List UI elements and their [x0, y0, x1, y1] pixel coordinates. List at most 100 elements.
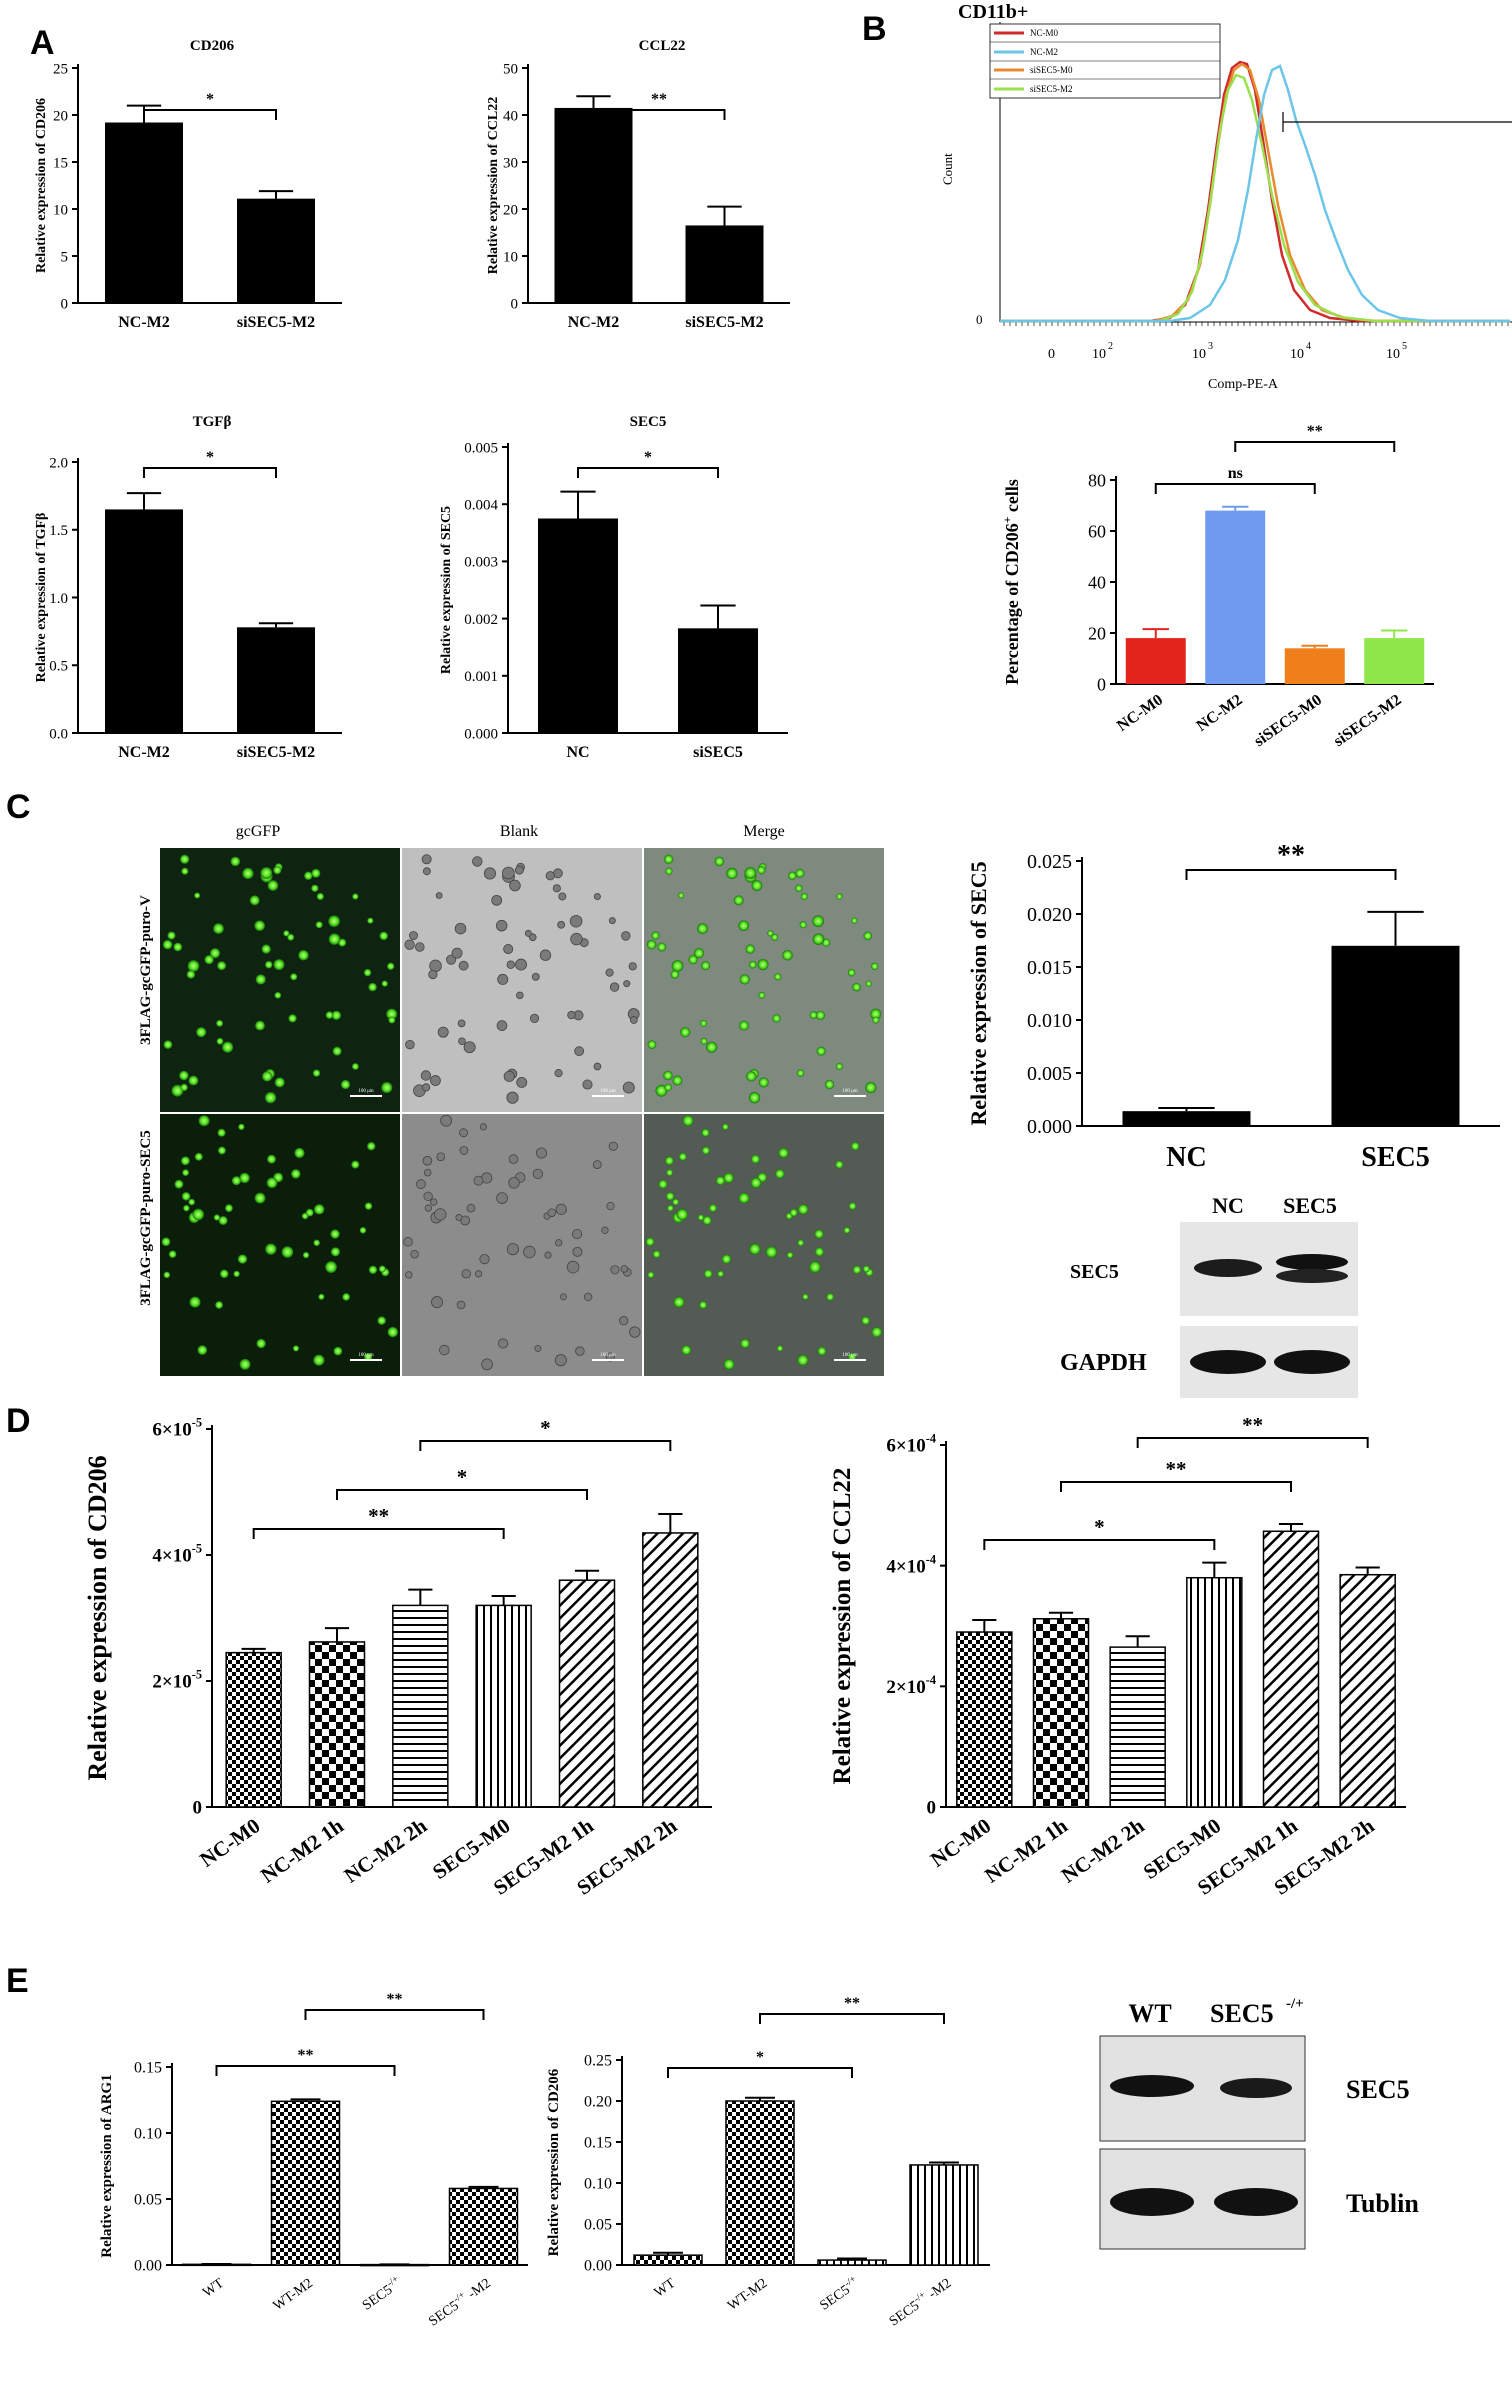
flow-x-tick-1-base: 10	[1092, 347, 1106, 362]
bar	[725, 2100, 795, 2266]
gfp-cell	[381, 980, 388, 987]
y-tick-label: 0.5	[49, 659, 68, 675]
merge-cell	[758, 991, 766, 999]
brightfield-cell	[479, 1123, 487, 1131]
brightfield-cell	[491, 894, 503, 906]
brightfield-cell	[496, 1020, 508, 1031]
significance-label: ns	[1228, 465, 1243, 482]
merge-cell	[809, 1011, 818, 1019]
micro-cells	[161, 854, 883, 1371]
merge-cell	[772, 1014, 781, 1023]
significance-label: *	[1094, 1515, 1105, 1539]
merge-cell	[782, 949, 793, 961]
y-tick-label: 20	[1088, 623, 1106, 643]
flow-x-tick-label-2: 10 3	[1192, 341, 1213, 362]
gfp-cell	[264, 960, 273, 969]
significance-label: *	[540, 1416, 551, 1440]
y-tick-exp: -5	[192, 1416, 202, 1430]
brightfield-cell	[404, 939, 415, 950]
y-tick-label: 0.005	[1027, 1063, 1072, 1085]
y-tick-label: 2×10-5	[152, 1668, 202, 1693]
merge-cell	[814, 1247, 825, 1257]
brightfield-cell	[554, 1069, 563, 1078]
y-axis-label: Relative expression of SEC5	[439, 506, 454, 674]
micro-scale-bars: 100 μm 100 μm 100 μm 100 μm 100 μm 100 μ…	[350, 1089, 866, 1361]
brightfield-cell	[516, 1076, 528, 1088]
gfp-cell	[261, 944, 271, 954]
significance-label: *	[457, 1465, 468, 1489]
merge-cell	[701, 1146, 710, 1155]
brightfield-cell	[558, 892, 567, 901]
merge-cell	[726, 867, 738, 880]
gfp-cell	[342, 1293, 350, 1301]
gfp-cell	[294, 1147, 305, 1159]
merge-cell	[721, 1254, 732, 1264]
brightfield-cell	[583, 1292, 593, 1302]
brightfield-cell	[532, 1168, 543, 1180]
category-label: NC-M0	[195, 1813, 264, 1871]
significance-bracket	[1154, 483, 1316, 494]
gfp-cell	[274, 1077, 285, 1088]
merge-cell	[796, 1069, 805, 1077]
significance-bracket	[252, 1528, 505, 1539]
brightfield-cell	[423, 1168, 432, 1177]
significance-bracket	[577, 467, 719, 478]
significance-bracket	[983, 1539, 1216, 1550]
gfp-cell	[254, 920, 266, 932]
brightfield-cell	[434, 1208, 447, 1221]
significance-bracket	[592, 109, 726, 120]
chart-a1-cd206: 0 5 10 15 20 25 NC-M2 siSEC5-M2 Relative express…	[34, 38, 342, 331]
significance-label: **	[1166, 1457, 1187, 1481]
category-label: NC-M2 2h	[1057, 1813, 1149, 1887]
merge-cell	[688, 954, 698, 965]
significance-label: **	[387, 1991, 403, 2008]
bar	[1125, 638, 1186, 684]
y-tick-label: 40	[1088, 572, 1106, 592]
bar	[817, 2259, 887, 2266]
merge-cell	[693, 948, 705, 959]
brightfield-cell	[534, 1344, 542, 1352]
y-tick-base: 2×10	[152, 1672, 191, 1693]
merge-cell	[701, 961, 711, 971]
gfp-cell	[312, 1069, 321, 1077]
category-text: WT	[652, 2276, 679, 2301]
gfp-cell	[368, 1265, 378, 1274]
merge-cell	[816, 1046, 826, 1056]
merge-cell	[797, 1239, 804, 1247]
significance-bracket	[1185, 869, 1397, 880]
micro-scale-label-6: 100 μm	[842, 1353, 857, 1358]
merge-cell	[673, 1296, 685, 1308]
category-label: NC-M2	[118, 314, 170, 331]
gfp-cell	[217, 1146, 226, 1155]
gfp-cell	[196, 1027, 207, 1038]
y-tick-label: 50	[503, 61, 518, 77]
merge-cell	[738, 920, 750, 932]
merge-cell	[646, 939, 657, 950]
y-tick-label: 0	[61, 296, 69, 312]
micro-col-merge: Merge	[743, 823, 784, 840]
gfp-cell	[267, 880, 279, 891]
micro-blank-sec5	[402, 1114, 642, 1376]
gfp-cell	[194, 892, 201, 899]
significance-label: **	[298, 2047, 314, 2064]
brightfield-cell	[529, 1013, 540, 1023]
gfp-cell	[338, 938, 347, 947]
brightfield-cell	[593, 892, 601, 901]
y-axis-label-sup: +	[1001, 516, 1014, 523]
merge-cell	[778, 1147, 789, 1159]
merge-cell	[748, 1092, 761, 1104]
blot-c-row-gapdh: GAPDH	[1060, 1350, 1147, 1376]
gfp-cell	[381, 1081, 393, 1094]
merge-cell	[836, 893, 843, 900]
gfp-cell	[328, 915, 340, 928]
bar	[1262, 1530, 1320, 1808]
micro-gfp-v	[160, 848, 400, 1112]
gfp-cell	[331, 1010, 342, 1021]
category-label: siSEC5-M0	[1251, 691, 1325, 750]
gfp-cell	[173, 942, 183, 952]
merge-cell	[775, 1169, 785, 1179]
micro-scale-label-1: 100 μm	[358, 1089, 373, 1094]
bar	[909, 2164, 979, 2266]
merge-cell	[771, 933, 779, 941]
